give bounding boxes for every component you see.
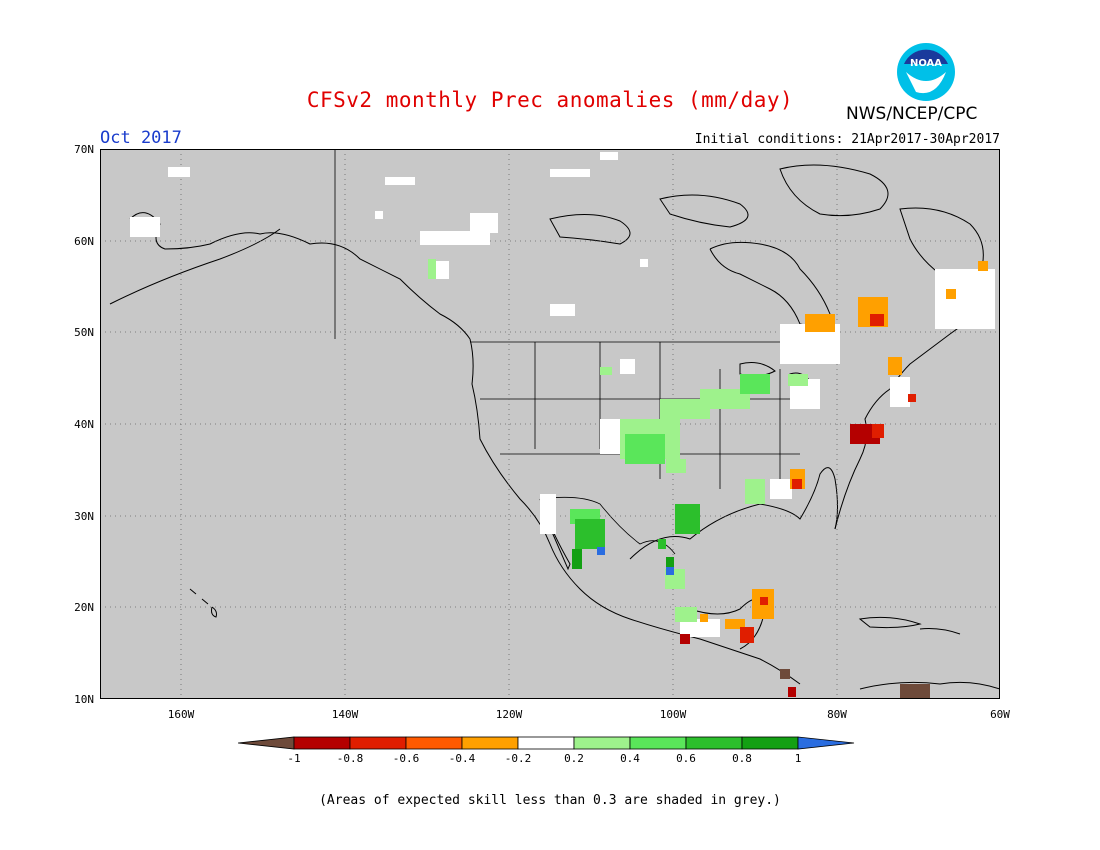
- colorbar-segment: [517, 736, 575, 750]
- map-panel: [100, 149, 1000, 699]
- colorbar-segment: [349, 736, 407, 750]
- lat-label-60n: 60N: [74, 235, 94, 248]
- colorbar-tick-label: -0.2: [504, 752, 532, 765]
- initial-conditions-label: Initial conditions: 21Apr2017-30Apr2017: [694, 132, 1000, 147]
- colorbar-segment: [405, 736, 463, 750]
- colorbar-tick-label: -0.8: [336, 752, 364, 765]
- lat-label-20n: 20N: [74, 601, 94, 614]
- anomaly-fill: [130, 152, 995, 699]
- colorbar-arrow-low: [238, 736, 295, 750]
- lat-label-50n: 50N: [74, 326, 94, 339]
- coastlines: [109, 164, 1000, 690]
- map-title: CFSv2 monthly Prec anomalies (mm/day): [306, 88, 794, 112]
- colorbar: [238, 736, 855, 750]
- colorbar-segment: [461, 736, 519, 750]
- noaa-logo: NOAA: [897, 43, 955, 101]
- lon-label-80w: 80W: [827, 708, 847, 721]
- lat-label-70n: 70N: [74, 143, 94, 156]
- colorbar-tick-label: -0.4: [448, 752, 476, 765]
- colorbar-segment: [741, 736, 799, 750]
- colorbar-tick-label: 0.8: [732, 752, 752, 765]
- colorbar-segment: [629, 736, 687, 750]
- colorbar-tick-label: 0.2: [564, 752, 584, 765]
- colorbar-segment: [293, 736, 351, 750]
- colorbar-tick-label: 1: [794, 752, 802, 765]
- org-label: NWS/NCEP/CPC: [846, 104, 978, 124]
- lat-label-30n: 30N: [74, 510, 94, 523]
- colorbar-arrow-high: [797, 736, 855, 750]
- skill-note: (Areas of expected skill less than 0.3 a…: [319, 793, 781, 808]
- colorbar-tick-label: 0.6: [676, 752, 696, 765]
- colorbar-tick-label: -1: [287, 752, 301, 765]
- colorbar-tick-label: 0.4: [620, 752, 640, 765]
- colorbar-segment: [685, 736, 743, 750]
- lat-label-40n: 40N: [74, 418, 94, 431]
- lon-label-140w: 140W: [331, 708, 359, 721]
- lat-label-10n: 10N: [74, 693, 94, 706]
- lon-label-60w: 60W: [990, 708, 1010, 721]
- lon-label-120w: 120W: [495, 708, 523, 721]
- lon-label-100w: 100W: [659, 708, 687, 721]
- colorbar-segment: [573, 736, 631, 750]
- lon-label-160w: 160W: [167, 708, 195, 721]
- colorbar-tick-label: -0.6: [392, 752, 420, 765]
- logo-text: NOAA: [910, 58, 942, 69]
- month-label: Oct 2017: [100, 128, 182, 148]
